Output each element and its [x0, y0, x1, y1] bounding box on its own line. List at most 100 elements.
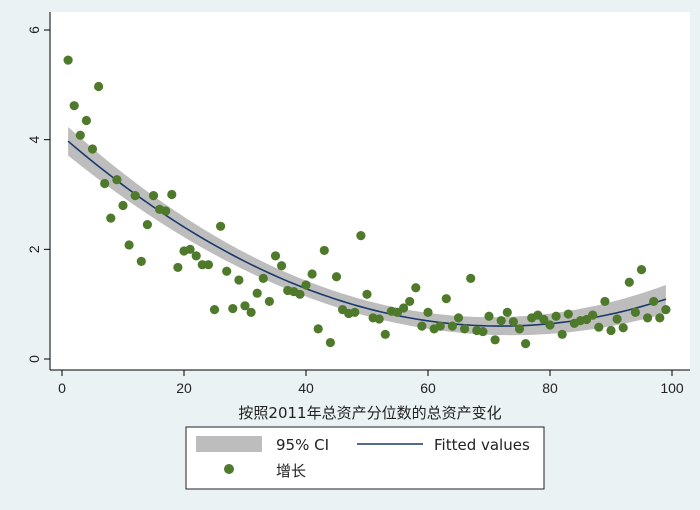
scatter-point	[246, 307, 256, 317]
scatter-point	[124, 240, 134, 250]
scatter-point	[112, 175, 122, 185]
scatter-point	[118, 200, 128, 211]
scatter-point	[75, 130, 85, 140]
x-tick-label: 40	[298, 380, 314, 396]
scatter-point	[234, 275, 244, 285]
scatter-point	[63, 55, 73, 65]
scatter-point	[612, 314, 622, 324]
scatter-point	[173, 262, 183, 273]
scatter-point	[643, 313, 653, 323]
legend-points-marker	[224, 464, 234, 474]
scatter-point	[295, 289, 305, 299]
scatter-point	[313, 324, 323, 334]
legend-ci-label: 95% CI	[276, 436, 329, 454]
scatter-point	[447, 321, 457, 331]
scatter-point	[362, 289, 372, 299]
scatter-point	[277, 261, 287, 271]
scatter-point	[588, 310, 598, 320]
scatter-point	[374, 314, 384, 324]
x-tick-label: 0	[58, 380, 66, 396]
scatter-point	[508, 317, 518, 327]
scatter-point	[551, 311, 561, 321]
scatter-point	[411, 283, 421, 293]
y-axis-ticks: 0 2 4 6	[26, 26, 50, 363]
scatter-point	[600, 296, 610, 307]
scatter-point	[161, 206, 171, 216]
scatter-point	[350, 307, 360, 317]
scatter-point	[81, 115, 91, 126]
scatter-point	[191, 251, 201, 261]
scatter-point	[435, 321, 445, 331]
scatter-point	[325, 337, 335, 348]
scatter-point	[203, 260, 213, 270]
scatter-point	[661, 305, 671, 315]
scatter-point	[594, 322, 604, 332]
scatter-point	[453, 313, 464, 323]
scatter-point	[545, 320, 555, 330]
scatter-point	[319, 245, 329, 256]
scatter-point	[502, 307, 512, 317]
y-tick-label: 0	[26, 355, 42, 363]
scatter-point	[228, 303, 238, 314]
legend-points-label: 增长	[276, 462, 306, 480]
y-tick-label: 4	[26, 136, 42, 144]
scatter-point	[148, 191, 159, 201]
scatter-point	[380, 329, 390, 339]
scatter-point	[307, 269, 317, 279]
fit-line-layer	[67, 140, 667, 327]
scatter-point	[466, 273, 476, 283]
scatter-point	[106, 213, 116, 223]
scatter-point	[484, 311, 494, 321]
scatter-point	[69, 101, 79, 111]
legend-fit-label: Fitted values	[434, 436, 530, 454]
scatter-point	[301, 280, 311, 290]
scatter-point	[539, 314, 549, 325]
scatter-point	[606, 325, 616, 336]
scatter-point	[490, 335, 500, 345]
scatter-point	[655, 313, 665, 323]
x-axis-ticks: 0 20 40 60 80 100	[58, 370, 684, 396]
scatter-point	[618, 323, 628, 333]
scatter-point	[563, 309, 573, 319]
scatter-point	[167, 189, 177, 200]
scatter-point	[240, 301, 250, 311]
scatter-point	[557, 329, 567, 339]
scatter-point	[100, 178, 110, 189]
scatter-point	[478, 326, 488, 337]
legend: 95% CI Fitted values 增长	[185, 426, 545, 490]
scatter-point	[423, 307, 433, 317]
scatter-point	[264, 296, 274, 307]
scatter-point	[405, 296, 415, 307]
legend-ci-swatch	[196, 436, 262, 452]
scatter-point	[417, 321, 427, 331]
scatter-point	[87, 144, 98, 154]
scatter-point	[270, 251, 281, 261]
x-axis-title: 按照2011年总资产分位数的总资产变化	[238, 404, 501, 422]
scatter-point	[142, 220, 152, 230]
scatter-point	[521, 339, 531, 349]
scatter-point	[460, 324, 470, 334]
x-tick-label: 100	[660, 380, 684, 396]
y-tick-label: 6	[26, 26, 42, 34]
scatter-point	[624, 277, 634, 287]
scatter-point	[252, 288, 262, 298]
scatter-point	[185, 244, 195, 254]
scatter-point	[331, 272, 342, 282]
scatter-points	[63, 55, 671, 349]
scatter-point	[216, 221, 226, 231]
scatter-point	[130, 191, 140, 201]
x-tick-label: 60	[420, 380, 436, 396]
scatter-point	[636, 265, 647, 275]
scatter-point	[94, 81, 104, 92]
scatter-point	[136, 256, 146, 266]
scatter-point	[514, 324, 525, 334]
scatter-point	[496, 316, 506, 326]
scatter-point	[356, 231, 366, 241]
scatter-point	[209, 305, 220, 315]
scatter-point	[258, 273, 268, 283]
scatter-point	[441, 294, 451, 304]
scatter-point	[222, 266, 232, 276]
x-tick-label: 80	[542, 380, 558, 396]
fit-line	[67, 140, 667, 327]
